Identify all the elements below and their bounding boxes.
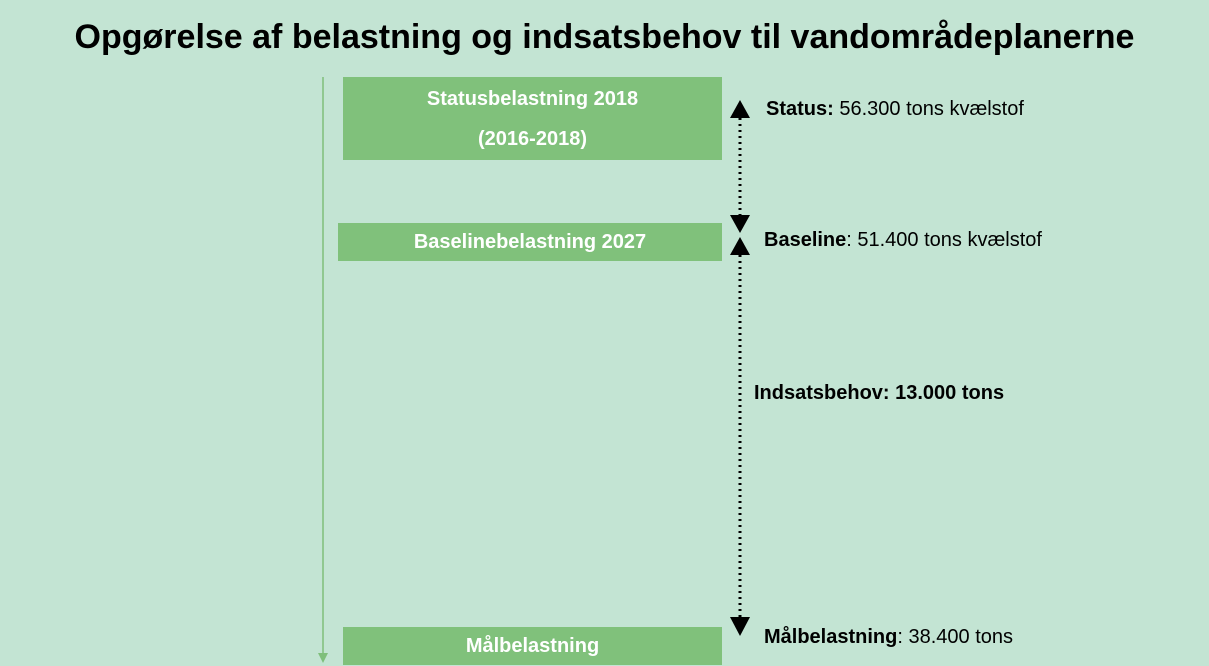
baseline-annotation: Baseline: 51.400 tons kvælstof <box>764 229 1042 252</box>
box-text: Statusbelastning 2018 <box>426 87 639 110</box>
annotation-label: Målbelastning <box>764 626 898 648</box>
status-annotation: Status: 56.300 tons kvælstof <box>766 98 1024 121</box>
arrow-down <box>730 215 750 233</box>
baseline-box: Baselinebelastning 2027 <box>338 223 722 261</box>
arrow-up <box>730 100 750 118</box>
annotation-text: : 51.400 tons kvælstof <box>846 229 1042 251</box>
annotation-label: Status: <box>766 98 834 120</box>
annotation-label: Indsatsbehov: 13.000 tons <box>754 382 1005 404</box>
status-box: Statusbelastning 2018 (2016-2018) <box>343 77 722 160</box>
box-text: Baselinebelastning 2027 <box>413 231 647 253</box>
arrow-up <box>730 237 750 255</box>
target-box: Målbelastning <box>343 627 722 665</box>
flow-arrowhead <box>318 653 328 663</box>
need-annotation: Indsatsbehov: 13.000 tons <box>754 382 1004 405</box>
annotation-text: : 38.400 tons <box>897 626 1014 648</box>
target-annotation: Målbelastning: 38.400 tons <box>764 626 1013 649</box>
annotation-label: Baseline <box>764 229 847 251</box>
arrow-down <box>730 617 750 636</box>
box-text: Målbelastning <box>465 635 600 657</box>
title: Opgørelse af belastning og indsatsbehov … <box>74 18 1135 56</box>
box-text: (2016-2018) <box>478 127 587 150</box>
annotation-text: 56.300 tons kvælstof <box>839 98 1024 120</box>
